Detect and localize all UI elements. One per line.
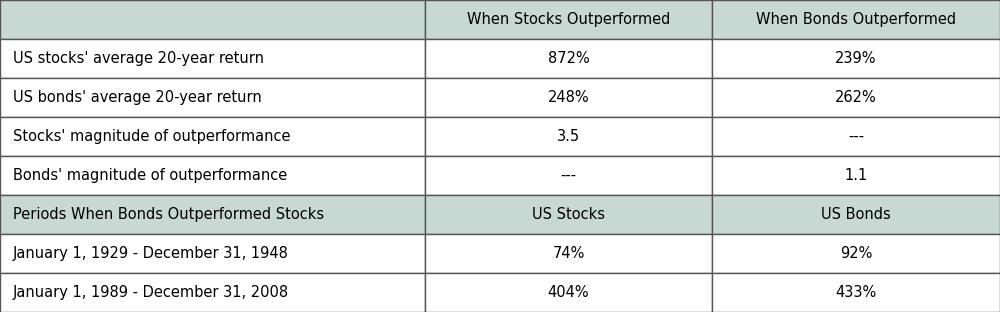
Bar bbox=[425, 156, 712, 195]
Bar bbox=[0, 273, 425, 312]
Text: When Bonds Outperformed: When Bonds Outperformed bbox=[756, 12, 956, 27]
Bar bbox=[425, 273, 712, 312]
Text: 433%: 433% bbox=[835, 285, 877, 300]
Text: US Stocks: US Stocks bbox=[532, 207, 605, 222]
Bar bbox=[712, 156, 1000, 195]
Text: January 1, 1989 - December 31, 2008: January 1, 1989 - December 31, 2008 bbox=[13, 285, 289, 300]
Bar bbox=[0, 234, 425, 273]
Bar bbox=[425, 0, 712, 39]
Bar bbox=[712, 195, 1000, 234]
Bar bbox=[712, 156, 1000, 195]
Bar bbox=[712, 78, 1000, 117]
Bar bbox=[712, 234, 1000, 273]
Text: When Stocks Outperformed: When Stocks Outperformed bbox=[467, 12, 670, 27]
Text: 74%: 74% bbox=[552, 246, 585, 261]
Bar bbox=[0, 156, 425, 195]
Bar bbox=[0, 78, 425, 117]
Text: Stocks' magnitude of outperformance: Stocks' magnitude of outperformance bbox=[13, 129, 290, 144]
Text: US stocks' average 20-year return: US stocks' average 20-year return bbox=[13, 51, 264, 66]
Bar bbox=[425, 39, 712, 78]
Bar bbox=[0, 234, 425, 273]
Bar bbox=[425, 39, 712, 78]
Text: 92%: 92% bbox=[840, 246, 872, 261]
Text: US bonds' average 20-year return: US bonds' average 20-year return bbox=[13, 90, 262, 105]
Bar bbox=[0, 117, 425, 156]
Bar bbox=[0, 0, 425, 39]
Text: US Bonds: US Bonds bbox=[821, 207, 891, 222]
Bar bbox=[712, 39, 1000, 78]
Bar bbox=[425, 195, 712, 234]
Text: 872%: 872% bbox=[548, 51, 589, 66]
Bar bbox=[425, 234, 712, 273]
Bar bbox=[425, 273, 712, 312]
Bar bbox=[425, 195, 712, 234]
Text: 248%: 248% bbox=[548, 90, 589, 105]
Bar bbox=[0, 39, 425, 78]
Bar bbox=[0, 0, 425, 39]
Bar bbox=[712, 234, 1000, 273]
Bar bbox=[712, 39, 1000, 78]
Text: Bonds' magnitude of outperformance: Bonds' magnitude of outperformance bbox=[13, 168, 287, 183]
Bar bbox=[425, 78, 712, 117]
Text: 404%: 404% bbox=[548, 285, 589, 300]
Text: ---: --- bbox=[848, 129, 864, 144]
Bar bbox=[425, 78, 712, 117]
Bar bbox=[0, 156, 425, 195]
Bar bbox=[712, 117, 1000, 156]
Bar bbox=[712, 0, 1000, 39]
Text: 3.5: 3.5 bbox=[557, 129, 580, 144]
Bar bbox=[425, 234, 712, 273]
Bar bbox=[712, 195, 1000, 234]
Bar bbox=[712, 78, 1000, 117]
Bar bbox=[425, 117, 712, 156]
Bar bbox=[0, 273, 425, 312]
Bar bbox=[0, 78, 425, 117]
Bar bbox=[712, 273, 1000, 312]
Text: 1.1: 1.1 bbox=[844, 168, 868, 183]
Bar bbox=[425, 156, 712, 195]
Bar bbox=[712, 0, 1000, 39]
Bar bbox=[0, 117, 425, 156]
Bar bbox=[425, 0, 712, 39]
Bar bbox=[0, 195, 425, 234]
Text: Periods When Bonds Outperformed Stocks: Periods When Bonds Outperformed Stocks bbox=[13, 207, 324, 222]
Bar bbox=[712, 273, 1000, 312]
Text: January 1, 1929 - December 31, 1948: January 1, 1929 - December 31, 1948 bbox=[13, 246, 289, 261]
Text: 262%: 262% bbox=[835, 90, 877, 105]
Bar bbox=[0, 39, 425, 78]
Bar bbox=[0, 195, 425, 234]
Bar bbox=[712, 117, 1000, 156]
Text: 239%: 239% bbox=[835, 51, 877, 66]
Bar bbox=[425, 117, 712, 156]
Text: ---: --- bbox=[560, 168, 577, 183]
